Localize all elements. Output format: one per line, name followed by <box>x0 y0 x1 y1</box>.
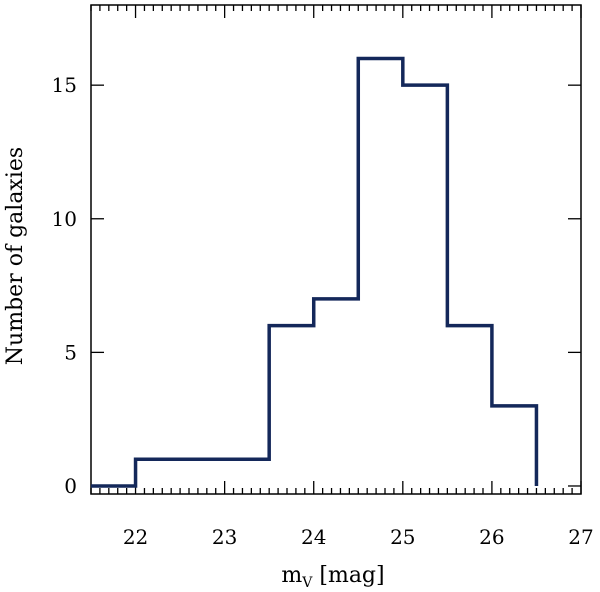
x-axis-label: mV [mag] <box>281 563 384 591</box>
x-tick-label: 23 <box>212 525 237 549</box>
x-tick-label: 22 <box>123 525 148 549</box>
y-tick-label: 10 <box>52 207 77 231</box>
y-tick-label: 5 <box>64 340 77 364</box>
histogram-step-line <box>91 56 539 488</box>
x-tick-label: 26 <box>479 525 504 549</box>
y-tick-label: 15 <box>52 73 77 97</box>
x-tick-labels: 22 23 24 25 26 27 <box>123 525 594 549</box>
axis-ticks <box>90 5 582 494</box>
plot-frame <box>90 4 582 495</box>
x-tick-label: 25 <box>390 525 415 549</box>
y-axis-label: Number of galaxies <box>3 147 28 365</box>
y-tick-labels: 0 5 10 15 <box>52 73 77 498</box>
x-tick-label: 24 <box>301 525 326 549</box>
x-tick-label: 27 <box>568 525 593 549</box>
y-tick-label: 0 <box>64 474 77 498</box>
